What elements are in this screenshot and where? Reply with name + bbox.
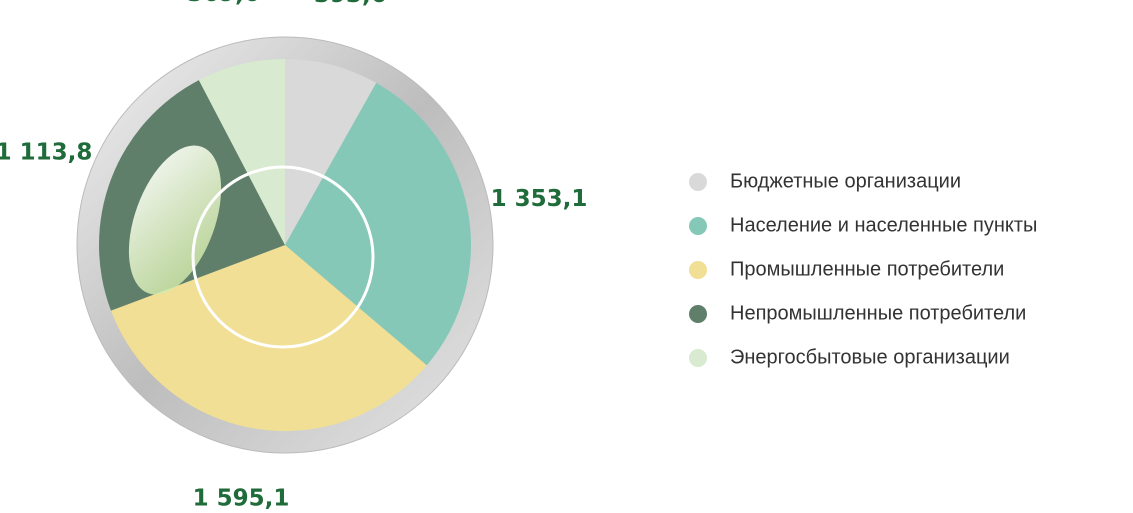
legend-label: Энергосбытовые организации bbox=[730, 346, 1010, 368]
pie-slice bbox=[198, 59, 285, 245]
value-label: 369,6 bbox=[187, 0, 260, 7]
legend-label: Непромышленные потребители bbox=[730, 302, 1026, 324]
inner-ring bbox=[191, 165, 375, 349]
legend-marker bbox=[689, 349, 707, 367]
legend-label: Бюджетные организации bbox=[730, 170, 961, 192]
legend-label: Население и населенные пункты bbox=[730, 214, 1037, 236]
legend-marker bbox=[689, 261, 707, 279]
pie-slice bbox=[110, 245, 427, 431]
legend-marker bbox=[689, 305, 707, 323]
pie-slice bbox=[285, 59, 377, 245]
value-label: 1 353,1 bbox=[491, 186, 588, 212]
pie-slice bbox=[285, 82, 472, 366]
gloss bbox=[128, 145, 222, 295]
value-label: 1 595,1 bbox=[193, 486, 290, 512]
value-label: 393,6 bbox=[314, 0, 387, 8]
legend-marker bbox=[689, 173, 707, 191]
legend-marker bbox=[689, 217, 707, 235]
legend-label: Промышленные потребители bbox=[730, 258, 1004, 280]
value-label: 1 113,8 bbox=[0, 140, 92, 166]
